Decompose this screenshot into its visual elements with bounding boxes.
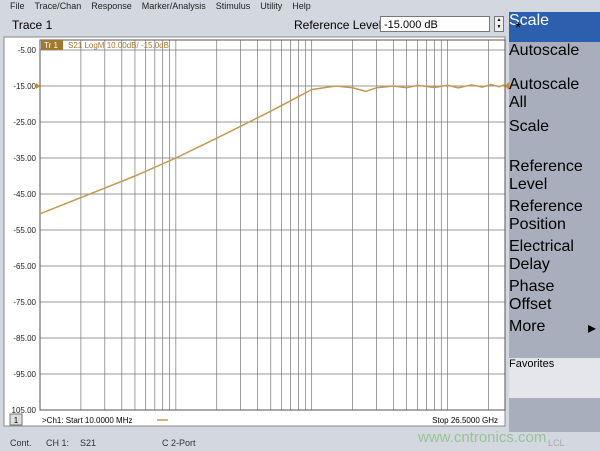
status-item: Cont. (10, 438, 32, 448)
y-tick-label: -5.00 (18, 46, 37, 55)
status-item: S21 (80, 438, 97, 448)
trace-tag-label: Tr 1 (44, 41, 58, 50)
ref-arrow-left (36, 83, 40, 89)
trace-header: Trace 1 Reference Level -15.000 dB ▲ ▼ (4, 14, 508, 36)
start-label: >Ch1: Start 10.0000 MHz (42, 416, 133, 425)
channel-box (9, 413, 23, 426)
softkey-label: Scale (509, 118, 550, 135)
softkey-label: Phase Offset (509, 278, 555, 313)
ref-level-input[interactable]: -15.000 dB (380, 16, 490, 32)
y-tick-label: -75.00 (13, 298, 36, 307)
menu-bar: File Trace/Chan Response Marker/Analysis Sti… (0, 0, 600, 13)
softkey[interactable]: Scale (509, 118, 600, 158)
stop-label: Stop 26.5000 GHz (432, 416, 498, 425)
status-item: LCL (548, 438, 565, 448)
plot-background (3, 36, 506, 427)
y-tick-label: -55.00 (13, 226, 36, 235)
y-tick-label: -35.00 (13, 154, 36, 163)
ref-level-label: Reference Level (294, 18, 382, 32)
softkey-marker: * (515, 20, 522, 37)
y-tick-label: -15.00 (13, 82, 36, 91)
y-tick-label: -85.00 (13, 334, 36, 343)
softkey-label: Electrical Delay (509, 238, 574, 273)
softkey[interactable]: Autoscale (509, 42, 600, 76)
status-item: CH 1: (46, 438, 70, 448)
status-item: C 2-Port (162, 438, 196, 448)
softkey[interactable]: * Reference Level (509, 20, 600, 198)
menu-item[interactable]: Stimulus (215, 1, 251, 11)
status-bar: Cont. CH 1: S21 C 2-Port LCL (0, 434, 600, 451)
softkey[interactable]: Favorites (509, 358, 600, 398)
y-tick-label: -25.00 (13, 118, 36, 127)
menu-item[interactable]: File (10, 1, 25, 11)
softkey[interactable]: More ▸ (509, 318, 600, 358)
softkey-label: Favorites (509, 358, 555, 370)
spinner[interactable]: ▲ ▼ (494, 16, 504, 32)
softkey[interactable]: Reference Position (509, 198, 600, 238)
softkey[interactable]: Phase Offset (509, 278, 600, 318)
plot: -5.00 -15.00 -25.00 -35.00 -45.00 -55.00 -65.0… (3, 36, 509, 427)
arrow: ▸ (587, 320, 596, 337)
y-tick-label: -95.00 (13, 370, 36, 379)
softkey[interactable]: Electrical Delay (509, 238, 600, 278)
y-tick-label: 105.00 (12, 406, 37, 415)
softkey-label: Autoscale (509, 42, 580, 59)
softkey-label: Autoscale All (509, 76, 580, 111)
menu-item[interactable]: Marker/Analysis (141, 1, 206, 11)
menu-item[interactable]: Response (91, 1, 132, 11)
menu-item[interactable]: Trace/Chan (34, 1, 82, 11)
y-tick-label: -65.00 (13, 262, 36, 271)
ref-arrow-right (505, 82, 509, 90)
softkey-panel: Scale Autoscale Autoscale All Scale * Referen… (509, 12, 600, 432)
plot-frame (39, 39, 506, 411)
softkey-label: More (509, 318, 546, 335)
trace-tag (41, 40, 63, 50)
watermark: www.cntronics.com (418, 429, 547, 446)
menu-item[interactable]: Help (292, 1, 311, 11)
menu-item[interactable]: Utility (260, 1, 283, 11)
softkey[interactable]: Autoscale All (509, 76, 600, 118)
softkey-label: Reference Position (509, 198, 583, 233)
trace-title: Trace 1 (12, 18, 53, 32)
softkey-label: Reference Level (509, 158, 583, 193)
channel-number: 1 (14, 416, 19, 425)
trace-line (39, 83, 506, 215)
softkey-label: Scale (509, 12, 550, 29)
trace-title: S21 LogM 10.00dB/ -15.0dB (68, 41, 169, 50)
y-tick-label: -45.00 (13, 190, 36, 199)
softkey[interactable]: Scale (509, 12, 600, 42)
